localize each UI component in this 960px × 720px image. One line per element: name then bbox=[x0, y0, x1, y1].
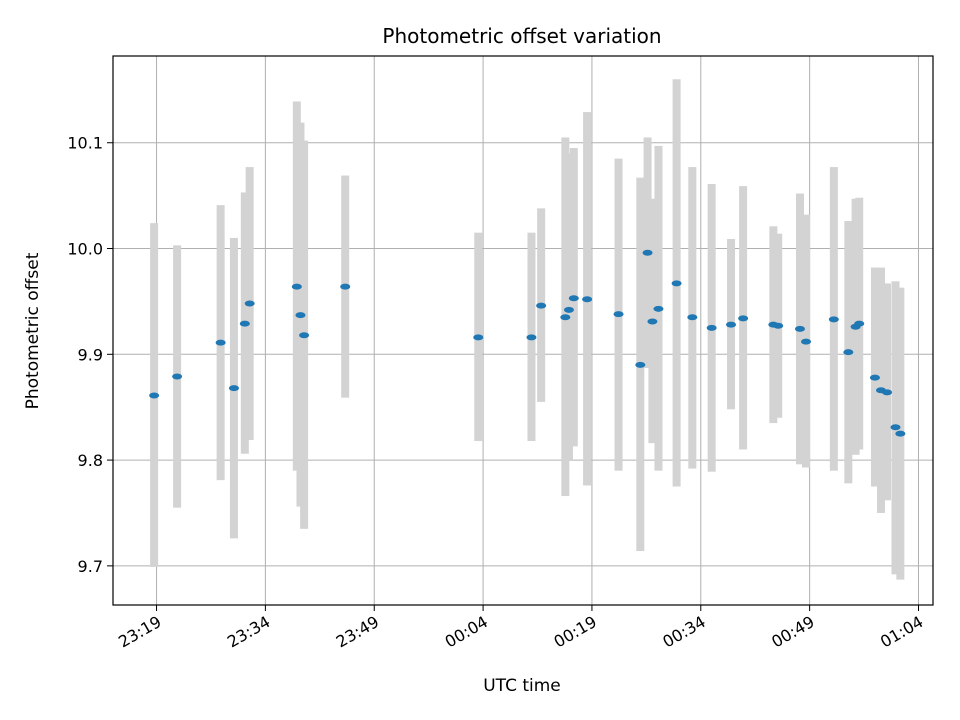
data-point bbox=[299, 332, 310, 339]
y-axis-label: Photometric offset bbox=[23, 252, 43, 409]
data-point bbox=[149, 392, 160, 399]
data-point bbox=[526, 334, 537, 341]
data-point bbox=[568, 295, 579, 302]
data-point bbox=[536, 302, 547, 309]
data-point bbox=[726, 321, 737, 328]
data-point bbox=[828, 316, 839, 323]
data-point bbox=[738, 315, 749, 322]
data-point bbox=[882, 389, 893, 396]
data-point bbox=[560, 314, 571, 321]
y-tick-label: 10.1 bbox=[67, 134, 103, 153]
y-tick-label: 10.0 bbox=[67, 240, 103, 259]
data-point bbox=[773, 322, 784, 329]
data-point bbox=[244, 300, 255, 307]
data-point bbox=[172, 373, 183, 380]
data-point bbox=[869, 374, 880, 381]
data-point bbox=[890, 424, 901, 431]
y-tick-label: 9.7 bbox=[78, 557, 103, 576]
y-axis-ticks: 9.7 9.8 9.9 10.0 10.1 bbox=[67, 134, 113, 576]
data-point bbox=[706, 324, 717, 331]
data-point bbox=[854, 320, 865, 327]
error-bar bbox=[564, 153, 573, 461]
data-point bbox=[291, 283, 302, 290]
data-point bbox=[228, 385, 239, 392]
data-point bbox=[473, 334, 484, 341]
data-point bbox=[647, 318, 658, 325]
data-point bbox=[239, 320, 250, 327]
data-point bbox=[895, 430, 906, 437]
data-point bbox=[843, 349, 854, 356]
data-point bbox=[295, 312, 306, 319]
data-point bbox=[215, 339, 226, 346]
data-point bbox=[635, 361, 646, 368]
data-point bbox=[794, 325, 805, 332]
data-point bbox=[340, 283, 351, 290]
y-tick-label: 9.8 bbox=[78, 451, 103, 470]
data-point bbox=[653, 305, 664, 312]
chart-title: Photometric offset variation bbox=[382, 24, 661, 48]
plot-frame bbox=[112, 55, 934, 606]
data-point bbox=[642, 249, 653, 256]
data-point bbox=[563, 306, 574, 313]
data-point bbox=[613, 311, 624, 318]
markers bbox=[149, 249, 906, 437]
data-point bbox=[671, 280, 682, 287]
y-tick-label: 9.9 bbox=[78, 345, 103, 364]
data-point bbox=[687, 314, 698, 321]
data-point bbox=[801, 338, 812, 345]
data-point bbox=[582, 296, 593, 303]
x-axis-label: UTC time bbox=[483, 676, 561, 696]
